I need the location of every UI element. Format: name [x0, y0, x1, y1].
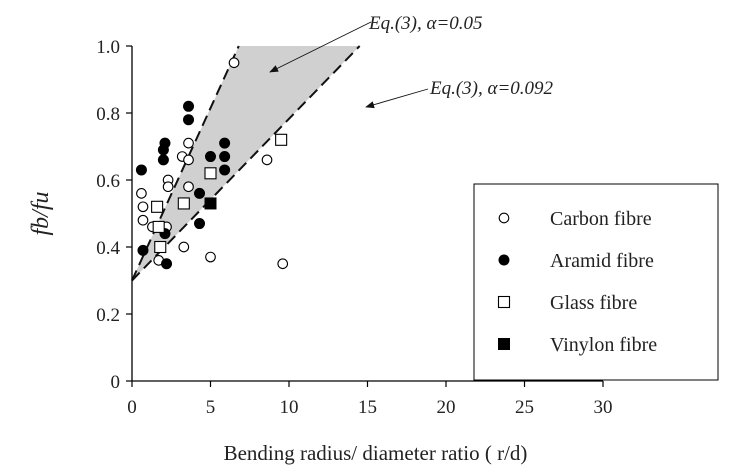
legend-marker [498, 338, 510, 350]
aramid-fibre-point [194, 187, 206, 199]
aramid-fibre-point [183, 100, 195, 112]
x-tick-label: 30 [594, 397, 613, 418]
y-tick-label: 0 [111, 372, 121, 393]
legend-marker [498, 212, 510, 224]
aramid-fibre-point [219, 137, 231, 149]
aramid-fibre-point [205, 151, 216, 163]
legend-label: Vinylon fibre [550, 334, 657, 356]
legend-label: Carbon fibre [550, 208, 652, 230]
carbon-fibre-point [205, 251, 216, 263]
x-tick-label: 20 [437, 397, 456, 418]
aramid-fibre-point [194, 218, 206, 230]
x-tick-label: 0 [127, 397, 137, 418]
y-tick-label: 1.0 [96, 37, 120, 58]
carbon-fibre-point [136, 188, 147, 199]
y-tick-label: 0.8 [96, 104, 120, 125]
carbon-fibre-point [228, 57, 240, 69]
x-tick-label: 15 [358, 397, 377, 418]
annotation-label: Eq.(3), α=0.05 [368, 13, 483, 34]
carbon-fibre-point [183, 154, 194, 166]
annotation-label: Eq.(3), α=0.092 [429, 78, 554, 99]
x-tick-label: 5 [206, 397, 216, 418]
legend-box [473, 183, 719, 381]
aramid-fibre-point [183, 114, 195, 126]
legend-label: Aramid fibre [550, 250, 654, 272]
carbon-fibre-point [162, 181, 174, 193]
x-tick-label: 25 [515, 397, 534, 418]
carbon-fibre-point [137, 201, 149, 213]
carbon-fibre-point [178, 241, 190, 253]
aramid-fibre-point [219, 164, 231, 176]
y-tick-label: 0.2 [96, 305, 120, 326]
y-tick-label: 0.4 [96, 238, 120, 259]
aramid-fibre-point [219, 151, 231, 163]
glass-fibre-point [152, 220, 165, 233]
x-tick-label: 10 [280, 397, 299, 418]
legend-marker [498, 254, 510, 266]
legend-label: Glass fibre [550, 292, 637, 314]
carbon-fibre-point [261, 154, 273, 166]
vinylon-fibre-point [204, 197, 217, 210]
aramid-fibre-point [157, 154, 169, 166]
carbon-fibre-point [277, 258, 289, 270]
carbon-fibre-point [137, 214, 149, 226]
glass-fibre-point [151, 200, 164, 213]
x-axis-label: Bending radius/ diameter ratio ( r/d) [224, 441, 528, 465]
glass-fibre-point [154, 240, 167, 254]
glass-fibre-point [275, 133, 288, 146]
carbon-fibre-point [183, 137, 194, 149]
aramid-fibre-point [159, 137, 171, 149]
glass-fibre-point [177, 197, 190, 210]
annotation-arrow [365, 88, 429, 109]
y-axis-label: fb/fu [28, 191, 54, 235]
glass-fibre-point [204, 167, 217, 180]
equation-line-2 [131, 45, 361, 282]
legend-marker [497, 295, 511, 309]
annotation-arrow [269, 21, 372, 73]
y-tick-label: 0.6 [96, 171, 120, 192]
aramid-fibre-point [161, 258, 173, 270]
carbon-fibre-point [183, 181, 194, 193]
aramid-fibre-point [135, 164, 147, 176]
aramid-fibre-point [137, 244, 149, 256]
